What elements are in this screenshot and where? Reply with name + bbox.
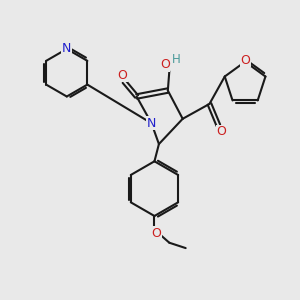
Text: O: O bbox=[118, 69, 128, 82]
Text: O: O bbox=[240, 54, 250, 67]
Text: H: H bbox=[172, 53, 180, 66]
Text: N: N bbox=[62, 42, 71, 56]
Text: N: N bbox=[147, 117, 156, 130]
Text: O: O bbox=[160, 58, 170, 71]
Text: O: O bbox=[151, 227, 161, 240]
Text: O: O bbox=[216, 125, 226, 138]
